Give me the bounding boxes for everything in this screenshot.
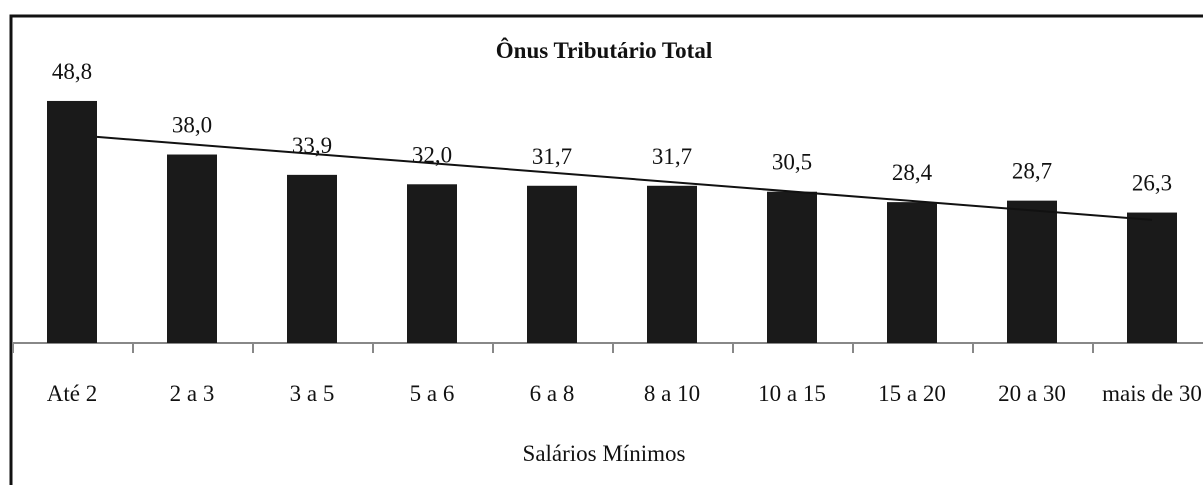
value-label: 48,8 [52, 59, 92, 84]
bar [647, 185, 697, 343]
bar [767, 191, 817, 343]
x-tick-label: mais de 30 [1102, 381, 1202, 406]
bar [287, 174, 337, 343]
value-label: 26,3 [1132, 171, 1172, 196]
value-label: 31,7 [532, 144, 572, 169]
bar [527, 185, 577, 343]
trend-line [96, 135, 1153, 221]
value-label: 28,4 [892, 160, 933, 185]
x-axis-title: Salários Mínimos [523, 441, 686, 466]
bar [407, 184, 457, 343]
x-tick-label: 2 a 3 [169, 381, 215, 406]
value-label: 28,7 [1012, 159, 1052, 184]
value-label: 31,7 [652, 144, 692, 169]
x-tick-label: 6 a 8 [529, 381, 575, 406]
bar [1007, 200, 1057, 343]
value-label: 38,0 [172, 113, 212, 138]
chart-title: Ônus Tributário Total [496, 37, 712, 63]
bar [887, 202, 937, 343]
value-label: 30,5 [772, 150, 812, 175]
bar [167, 154, 217, 343]
bar [47, 100, 97, 344]
bar [1127, 212, 1177, 343]
x-tick-label: 20 a 30 [998, 381, 1066, 406]
x-tick-label: 8 a 10 [643, 381, 701, 406]
x-tick-label: 3 a 5 [289, 381, 335, 406]
x-tick-label: 10 a 15 [758, 381, 826, 406]
x-tick-label: 5 a 6 [409, 381, 455, 406]
x-tick-label: Até 2 [46, 381, 98, 406]
frame [9, 14, 1203, 485]
x-tick-label: 15 a 20 [878, 381, 946, 406]
